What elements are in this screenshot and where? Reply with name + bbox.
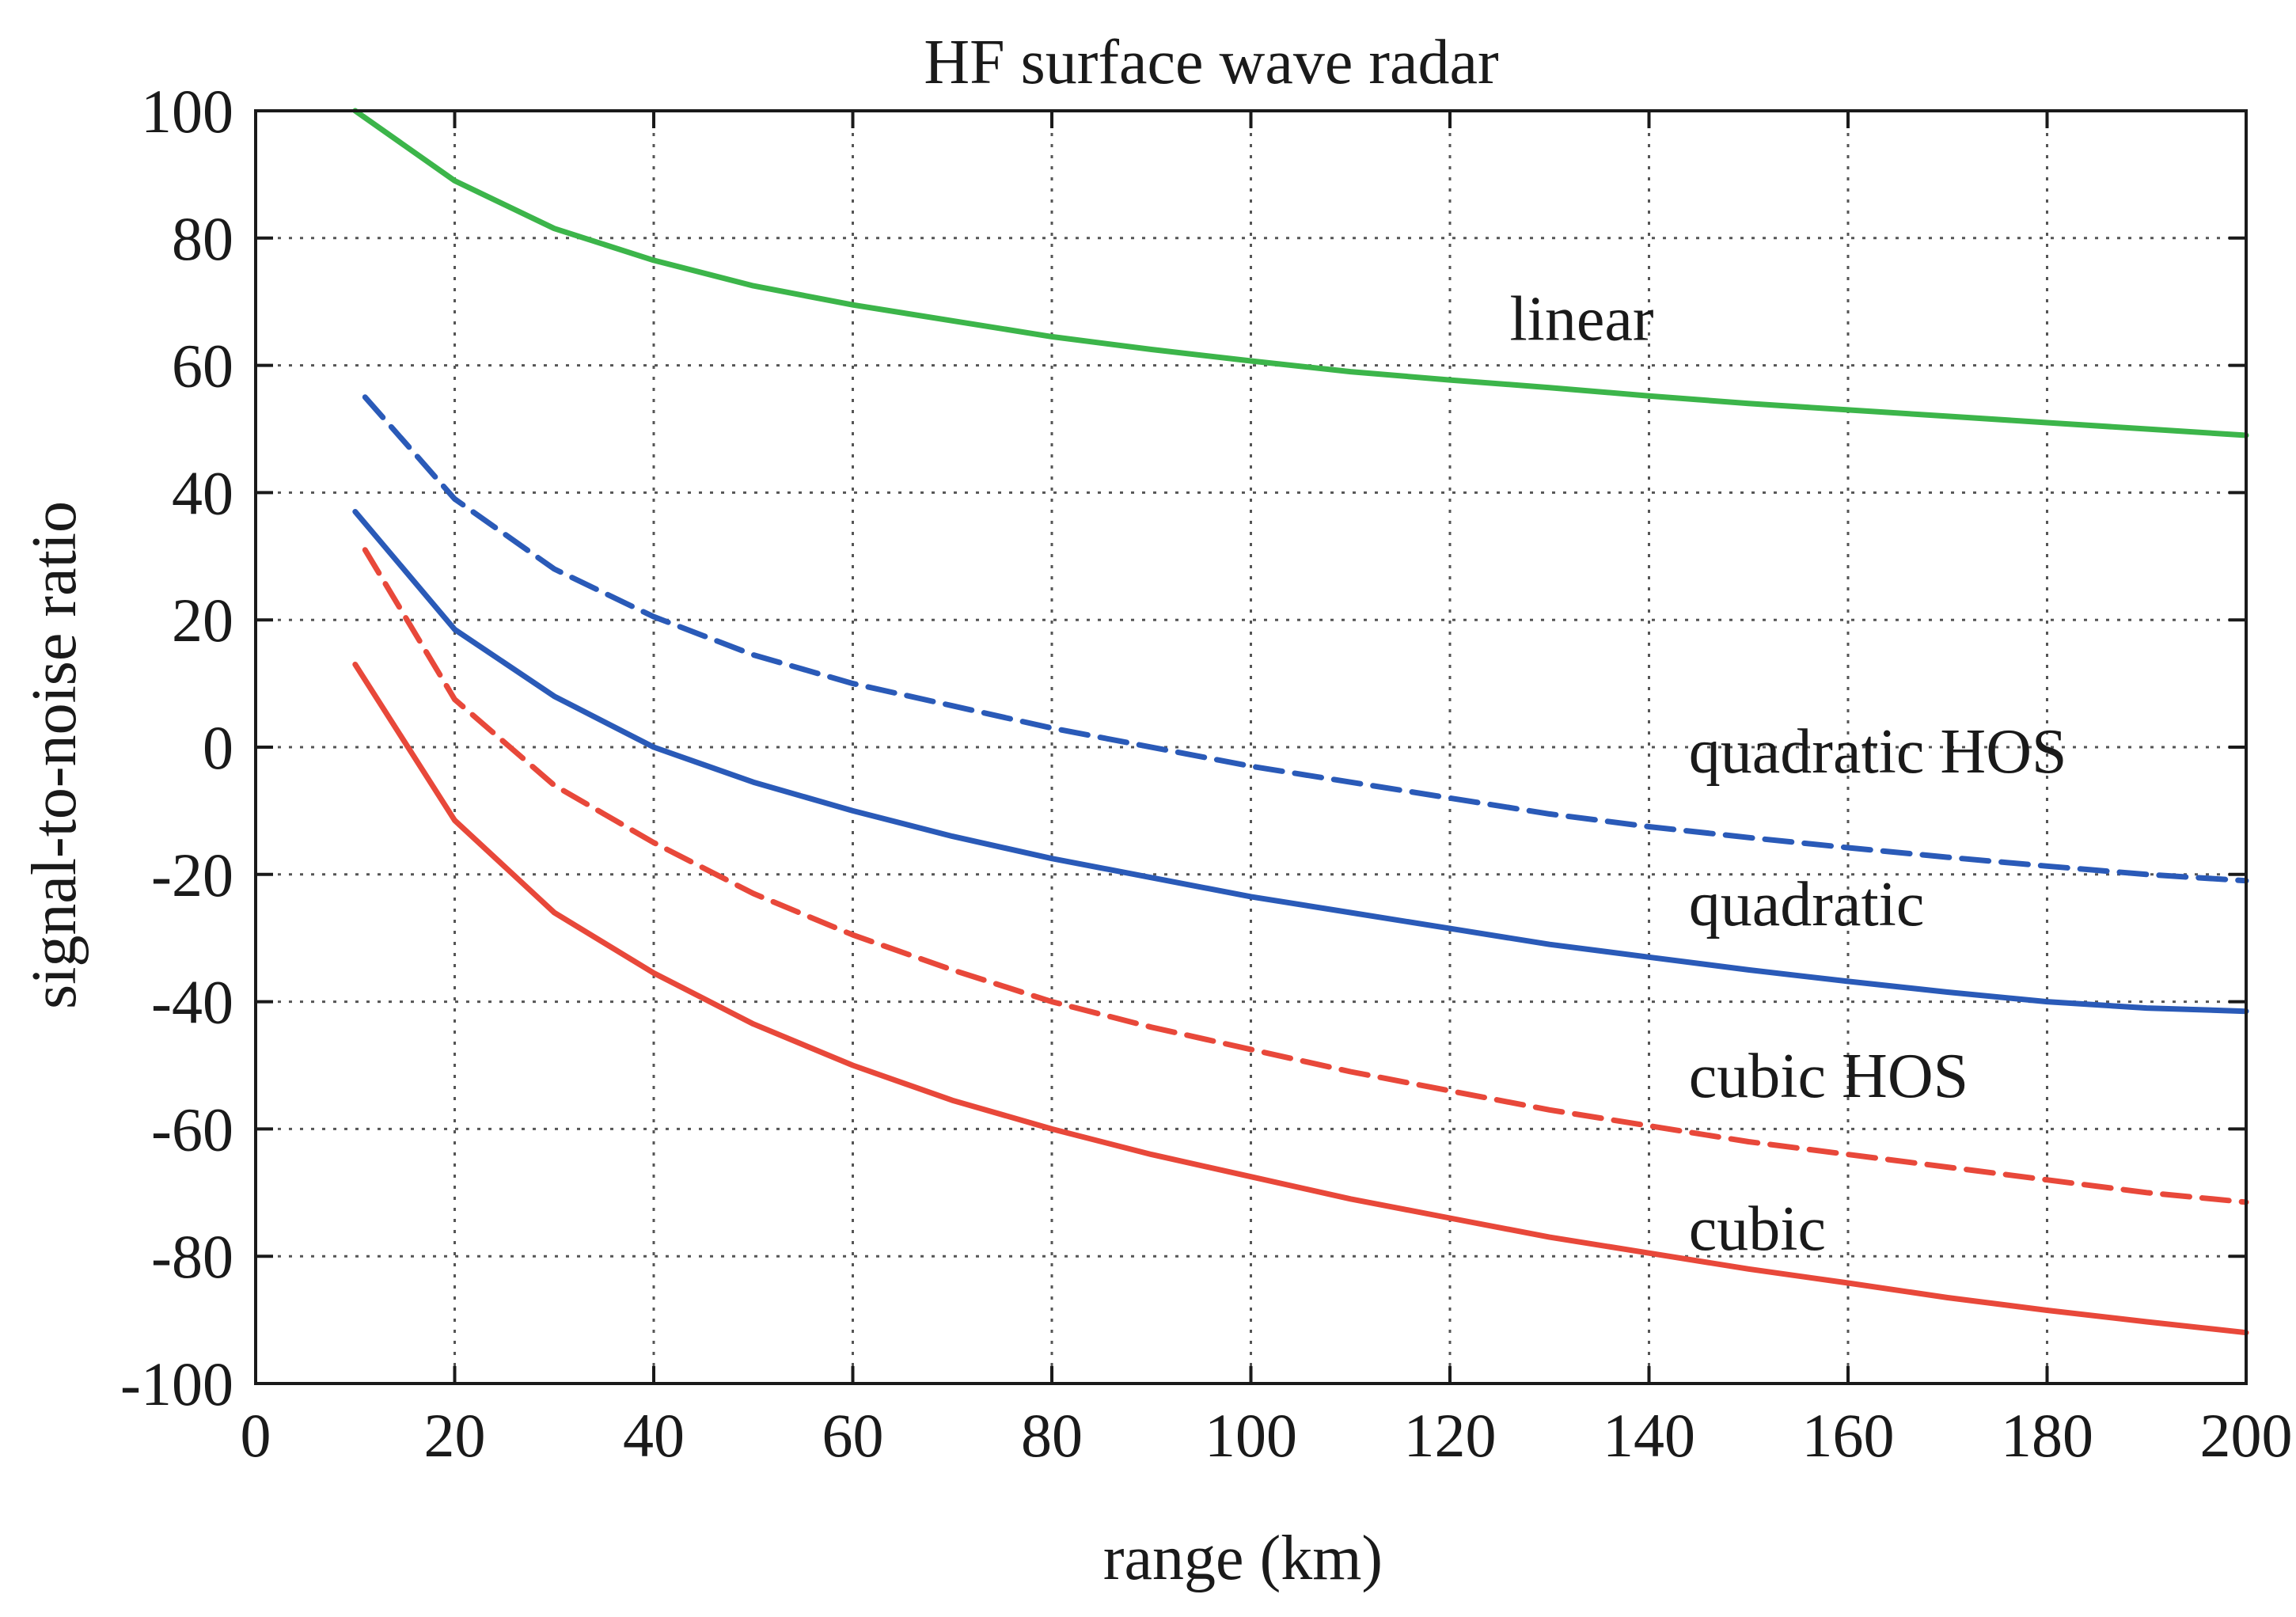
series-lines	[352, 108, 2249, 1336]
grid	[256, 111, 2246, 1384]
x-tick-label: 180	[2001, 1401, 2093, 1470]
series-label-quadratic: quadratic	[1689, 870, 1925, 939]
y-tick-label: 100	[141, 77, 233, 146]
y-axis-label: signal-to-noise ratio	[20, 501, 89, 1009]
y-tick-label: 80	[172, 204, 233, 273]
x-tick-label: 140	[1603, 1401, 1695, 1470]
y-tick-label: -100	[120, 1349, 233, 1418]
y-tick-label: 60	[172, 332, 233, 400]
x-tick-label: 60	[822, 1401, 884, 1470]
series-line-cubic-hos	[362, 547, 2249, 1205]
x-tick-label: 80	[1021, 1401, 1083, 1470]
y-tick-label: 40	[172, 458, 233, 527]
x-tick-label: 160	[1802, 1401, 1895, 1470]
series-label-quadratic-hos: quadratic HOS	[1689, 717, 2067, 787]
x-tick-label: 120	[1404, 1401, 1497, 1470]
x-tick-label: 40	[623, 1401, 685, 1470]
x-axis-label: range (km)	[1103, 1524, 1383, 1593]
x-tick-label: 20	[424, 1401, 486, 1470]
y-tick-label: 20	[172, 586, 233, 655]
series-line-quadratic-hos	[362, 394, 2249, 884]
y-tick-label: -20	[151, 841, 233, 909]
y-tick-label: -40	[151, 968, 233, 1037]
x-tick-label: 200	[2200, 1401, 2293, 1470]
series-label-cubic-hos: cubic HOS	[1689, 1042, 1968, 1111]
series-label-cubic: cubic	[1689, 1194, 1826, 1264]
y-tick-label: -60	[151, 1095, 233, 1163]
x-tick-label: 0	[241, 1401, 271, 1470]
series-label-linear: linear	[1509, 284, 1653, 354]
x-tick-label: 100	[1205, 1401, 1297, 1470]
y-tick-label: -80	[151, 1222, 233, 1291]
series-line-linear	[352, 108, 2249, 438]
series-line-cubic	[352, 662, 2249, 1336]
y-tick-label: 0	[203, 713, 233, 782]
chart-title: HF surface wave radar	[924, 28, 1498, 97]
ticks: 0 20 40 60 80 100 120 140 160 180 200100806040200-…	[120, 77, 2292, 1470]
series-labels: linear quadratic HOS quadratic cubic HOS cub…	[1509, 284, 2066, 1264]
series-line-quadratic	[352, 509, 2249, 1015]
